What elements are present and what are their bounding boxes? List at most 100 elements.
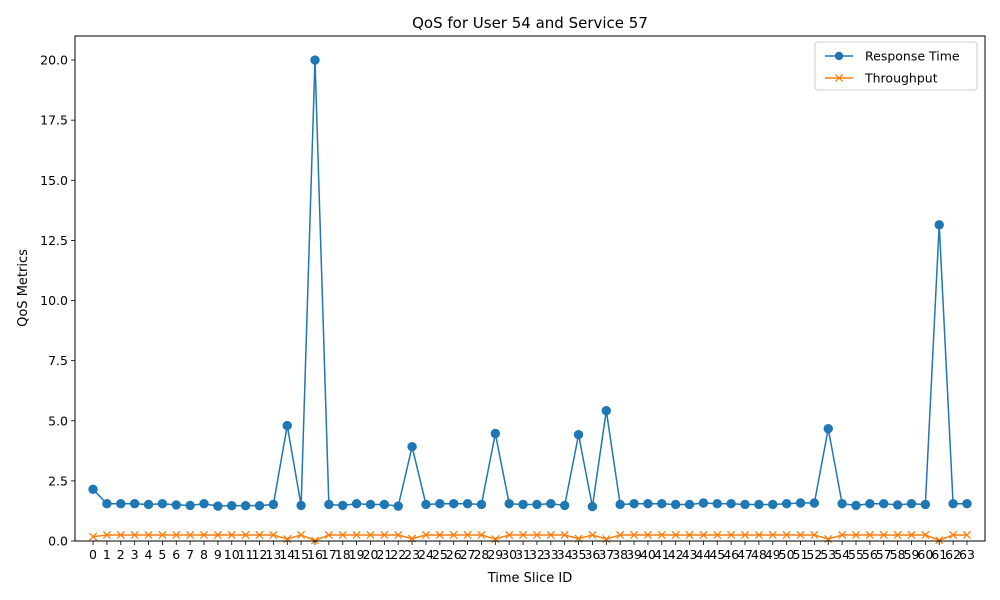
x-marker-stroke [158, 530, 167, 540]
x-tick-label: 37 [598, 547, 614, 562]
data-point-throughput [172, 530, 181, 540]
x-tick-label: 36 [584, 547, 600, 562]
data-point-throughput [671, 530, 680, 540]
x-tick-label: 35 [571, 547, 587, 562]
series-line-throughput [92, 534, 967, 542]
x-axis-label: Time Slice ID [487, 571, 573, 586]
data-point-throughput [352, 530, 361, 540]
data-point-response-time [934, 220, 944, 230]
data-point-response-time [185, 500, 195, 511]
data-point-throughput [949, 530, 958, 540]
y-tick-label: 20.0 [40, 53, 68, 68]
x-tick-label: 54 [834, 547, 850, 562]
x-tick-label: 20 [363, 547, 379, 562]
x-tick-label: 59 [904, 547, 920, 562]
x-tick-label: 4 [145, 547, 153, 562]
legend-label: Throughput [864, 71, 938, 86]
x-marker-stroke [199, 530, 209, 540]
data-point-response-time [532, 499, 542, 510]
plot-area [88, 55, 972, 545]
x-marker-stroke [380, 530, 389, 540]
data-point-throughput [366, 530, 375, 540]
x-tick-label: 28 [473, 547, 489, 562]
x-marker-stroke [366, 530, 375, 540]
x-tick-label: 12 [252, 547, 268, 562]
x-marker-stroke [560, 530, 569, 540]
legend-entry: Throughput [825, 71, 938, 86]
data-point-response-time [268, 499, 279, 510]
data-point-response-time [504, 499, 514, 509]
data-point-throughput [657, 530, 666, 540]
data-point-response-time [421, 499, 431, 510]
x-marker-stroke [463, 530, 472, 540]
data-point-response-time [920, 499, 931, 510]
x-marker-stroke [297, 530, 306, 540]
data-point-throughput [851, 530, 861, 540]
x-tick-label: 30 [501, 547, 517, 562]
x-tick-label: 10 [224, 547, 240, 562]
x-tick-label: 16 [307, 547, 323, 562]
data-point-throughput [463, 530, 472, 540]
data-point-throughput [532, 530, 541, 540]
data-point-response-time [740, 499, 750, 510]
data-point-throughput [88, 532, 98, 541]
data-point-response-time [962, 499, 972, 509]
data-point-throughput [519, 530, 528, 540]
data-point-response-time [227, 500, 237, 511]
axes-frame [74, 35, 986, 542]
x-tick-label: 18 [335, 547, 351, 562]
x-marker-stroke [699, 530, 708, 540]
data-point-response-time [657, 499, 667, 509]
x-tick-label: 55 [848, 547, 864, 562]
x-marker-stroke [116, 530, 125, 540]
x-marker-stroke [324, 530, 333, 540]
y-tick-label: 7.5 [48, 353, 68, 368]
data-point-throughput [616, 530, 625, 540]
data-point-throughput [754, 530, 763, 540]
x-tick-label: 38 [612, 547, 628, 562]
data-point-throughput [102, 530, 111, 540]
data-point-response-time [559, 500, 570, 511]
data-point-response-time [476, 499, 487, 510]
x-marker-stroke [546, 530, 555, 540]
x-tick-label: 9 [214, 547, 222, 562]
x-tick-label: 1 [103, 547, 111, 562]
legend: Response Time Throughput [814, 41, 978, 91]
data-point-throughput [380, 530, 389, 540]
data-point-response-time [906, 499, 917, 509]
data-point-response-time [282, 420, 292, 431]
data-point-throughput [935, 536, 944, 545]
data-point-throughput [130, 530, 139, 540]
x-tick-label: 24 [418, 547, 434, 562]
x-marker-stroke [172, 530, 181, 540]
data-point-response-time [199, 499, 209, 509]
x-tick-label: 43 [682, 547, 698, 562]
x-marker-stroke [671, 530, 680, 540]
y-tick-label: 12.5 [40, 233, 68, 248]
x-tick-label: 2 [117, 547, 125, 562]
data-point-response-time [643, 499, 653, 509]
x-marker-stroke [449, 530, 458, 540]
x-marker-stroke [588, 530, 597, 540]
data-point-response-time [129, 499, 140, 509]
chart-title: QoS for User 54 and Service 57 [412, 14, 648, 32]
x-tick-label: 6 [172, 547, 180, 562]
x-marker-stroke [893, 530, 902, 540]
y-tick-label: 15.0 [40, 173, 68, 188]
x-marker-stroke [754, 530, 763, 540]
data-point-throughput [394, 530, 403, 540]
x-tick-label: 45 [709, 547, 725, 562]
data-point-throughput [685, 530, 694, 540]
legend-swatch-marker [834, 73, 844, 83]
x-tick-label: 60 [917, 547, 933, 562]
x-marker-stroke [213, 530, 222, 540]
x-tick-label: 14 [279, 547, 295, 562]
y-tick-label: 2.5 [48, 473, 68, 488]
data-point-response-time [601, 405, 611, 416]
data-point-throughput [782, 530, 791, 540]
data-point-throughput [186, 530, 195, 540]
x-marker-stroke [935, 536, 944, 545]
data-point-response-time [143, 499, 154, 510]
x-tick-label: 61 [931, 547, 947, 562]
